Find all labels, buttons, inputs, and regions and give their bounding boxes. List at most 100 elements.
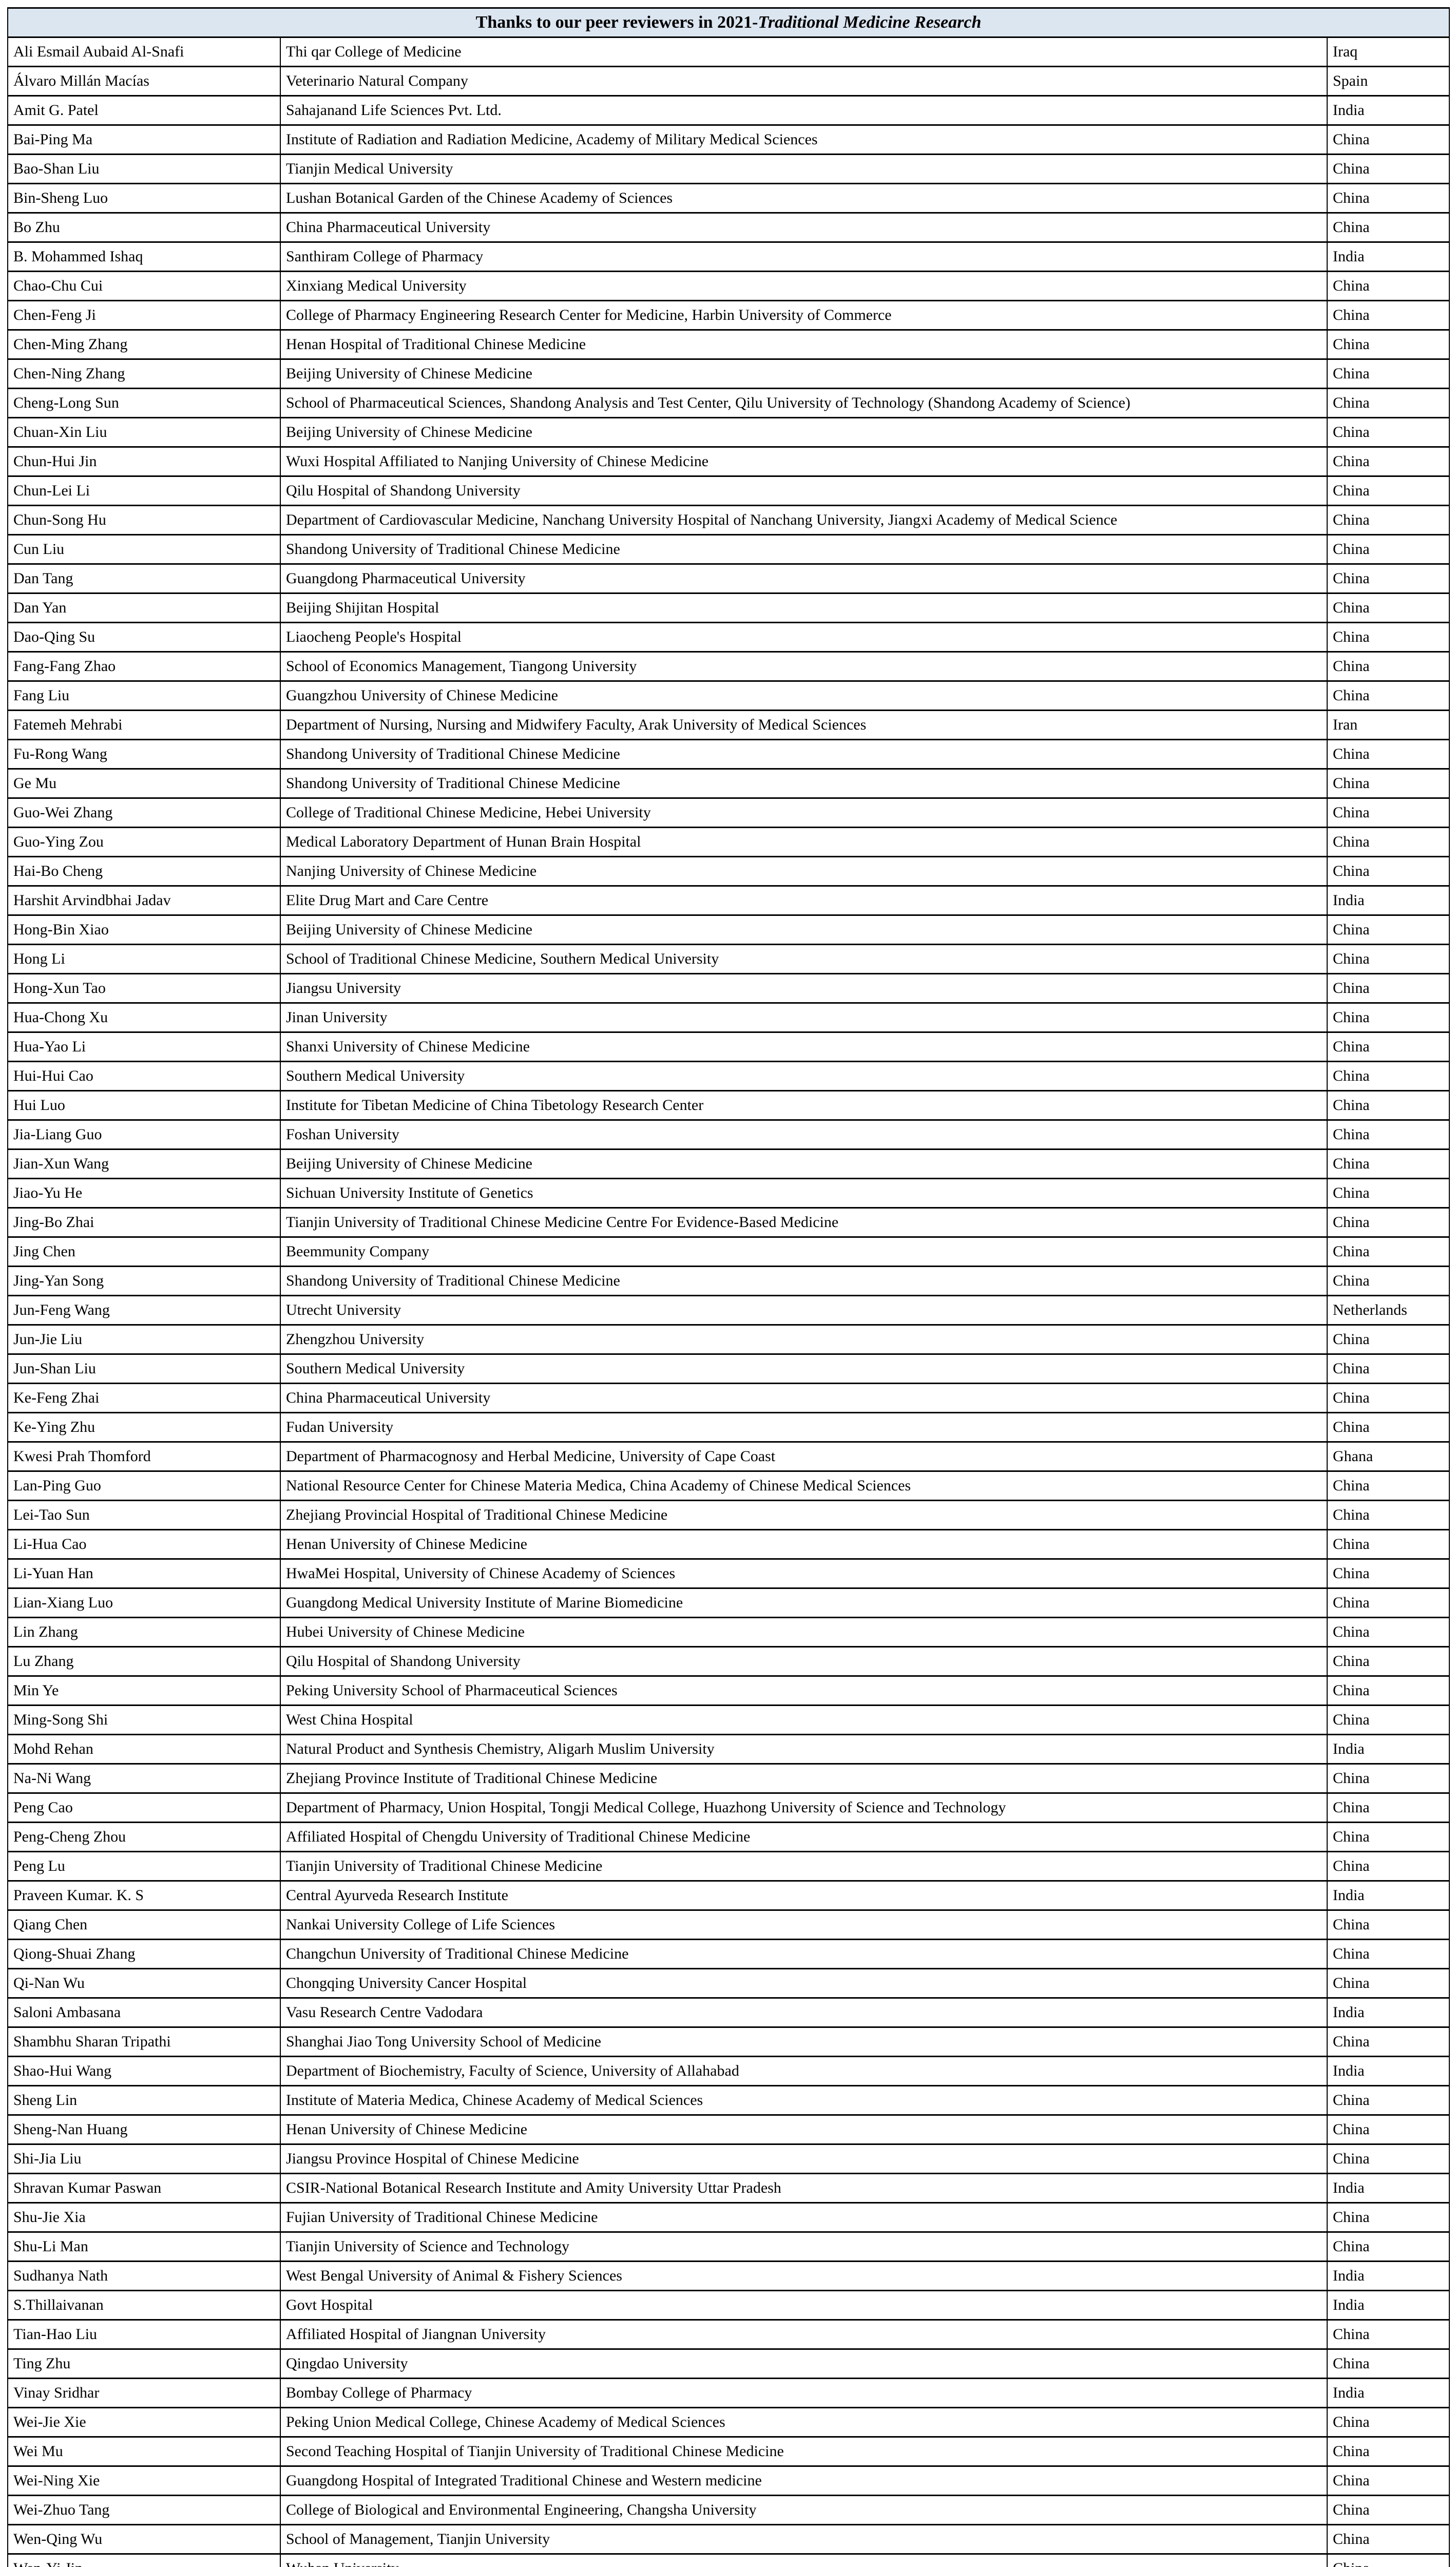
reviewer-name: Chuan-Xin Liu	[7, 417, 281, 448]
reviewer-institution: Nankai University College of Life Scienc…	[280, 1909, 1328, 1940]
reviewer-institution: Beijing University of Chinese Medicine	[280, 358, 1328, 389]
reviewer-institution: Shandong University of Traditional Chine…	[280, 534, 1328, 565]
table-row: Praveen Kumar. K. S Central Ayurveda Rese…	[7, 1880, 1450, 1911]
table-row: Chen-Ming Zhang Henan Hospital of Traditi…	[7, 329, 1450, 360]
reviewer-name: Chen-Feng Ji	[7, 300, 281, 331]
table-row: Hai-Bo Cheng Nanjing University of Chines…	[7, 856, 1450, 887]
table-row: Shi-Jia Liu Jiangsu Province Hospital of …	[7, 2143, 1450, 2174]
reviewer-name: Ge Mu	[7, 768, 281, 799]
reviewer-country: China	[1326, 914, 1450, 945]
reviewer-country: China	[1326, 1851, 1450, 1882]
reviewer-country: China	[1326, 2319, 1450, 2350]
reviewer-name: Saloni Ambasana	[7, 1997, 281, 2028]
reviewer-country: China	[1326, 124, 1450, 155]
table-row: Chun-Song Hu Department of Cardiovascular…	[7, 505, 1450, 535]
reviewer-name: Chun-Lei Li	[7, 475, 281, 506]
reviewer-institution: Hubei University of Chinese Medicine	[280, 1617, 1328, 1648]
reviewer-country: China	[1326, 1909, 1450, 1940]
reviewer-name: Ming-Song Shi	[7, 1704, 281, 1735]
reviewer-name: Qi-Nan Wu	[7, 1968, 281, 1999]
reviewer-name: Hong Li	[7, 944, 281, 974]
reviewer-country: China	[1326, 2436, 1450, 2467]
table-title-row: Thanks to our peer reviewers in 2021-Tra…	[7, 7, 1450, 38]
reviewer-institution: Zhengzhou University	[280, 1324, 1328, 1355]
reviewer-name: Wei-Zhuo Tang	[7, 2495, 281, 2525]
reviewer-name: Ke-Ying Zhu	[7, 1412, 281, 1443]
table-row: Qiang Chen Nankai University College of L…	[7, 1909, 1450, 1940]
reviewer-institution: School of Pharmaceutical Sciences, Shand…	[280, 388, 1328, 418]
reviewer-institution: Wuxi Hospital Affiliated to Nanjing Univ…	[280, 446, 1328, 477]
reviewer-institution: West China Hospital	[280, 1704, 1328, 1735]
reviewer-name: Cheng-Long Sun	[7, 388, 281, 418]
table-row: Jia-Liang Guo Foshan University China	[7, 1119, 1450, 1150]
table-row: Sheng-Nan Huang Henan University of Chine…	[7, 2114, 1450, 2145]
table-row: Sheng Lin Institute of Materia Medica, Ch…	[7, 2085, 1450, 2116]
reviewer-name: Jing-Yan Song	[7, 1266, 281, 1296]
reviewer-institution: China Pharmaceutical University	[280, 212, 1328, 243]
reviewer-country: China	[1326, 388, 1450, 418]
reviewer-name: Jiao-Yu He	[7, 1178, 281, 1209]
reviewer-institution: Guangdong Hospital of Integrated Traditi…	[280, 2465, 1328, 2496]
reviewer-institution: School of Economics Management, Tiangong…	[280, 651, 1328, 682]
reviewer-country: China	[1326, 446, 1450, 477]
reviewer-institution: Medical Laboratory Department of Hunan B…	[280, 827, 1328, 857]
reviewer-country: India	[1326, 2378, 1450, 2408]
reviewer-institution: Institute of Materia Medica, Chinese Aca…	[280, 2085, 1328, 2116]
reviewer-institution: Qingdao University	[280, 2348, 1328, 2379]
reviewer-table-body: Ali Esmail Aubaid Al-Snafi Thi qar Colleg…	[7, 36, 1450, 2567]
table-row: Amit G. Patel Sahajanand Life Sciences Pv…	[7, 95, 1450, 126]
table-row: Bao-Shan Liu Tianjin Medical University Ch…	[7, 154, 1450, 184]
reviewer-country: China	[1326, 1353, 1450, 1384]
reviewer-institution: Peking University School of Pharmaceutic…	[280, 1675, 1328, 1706]
table-row: Wen-Qing Wu School of Management, Tianjin…	[7, 2524, 1450, 2555]
reviewer-institution: Shanxi University of Chinese Medicine	[280, 1031, 1328, 1062]
table-row: Li-Hua Cao Henan University of Chinese Me…	[7, 1529, 1450, 1560]
reviewer-country: China	[1326, 2465, 1450, 2496]
reviewer-name: Lan-Ping Guo	[7, 1470, 281, 1501]
table-row: Hua-Yao Li Shanxi University of Chinese M…	[7, 1031, 1450, 1062]
reviewer-name: Sheng-Nan Huang	[7, 2114, 281, 2145]
reviewer-institution: Foshan University	[280, 1119, 1328, 1150]
reviewer-country: China	[1326, 505, 1450, 535]
table-row: S.Thillaivanan Govt Hospital India	[7, 2290, 1450, 2321]
reviewer-country: China	[1326, 358, 1450, 389]
reviewer-institution: Tianjin Medical University	[280, 154, 1328, 184]
reviewer-institution: Beemmunity Company	[280, 1236, 1328, 1267]
reviewer-name: Dan Tang	[7, 563, 281, 594]
reviewer-country: India	[1326, 2261, 1450, 2291]
reviewer-country: China	[1326, 1822, 1450, 1852]
reviewer-institution: Xinxiang Medical University	[280, 271, 1328, 301]
table-row: Ming-Song Shi West China Hospital China	[7, 1704, 1450, 1735]
reviewer-country: India	[1326, 1880, 1450, 1911]
table-row: Shao-Hui Wang Department of Biochemistry,…	[7, 2056, 1450, 2086]
reviewer-name: Jia-Liang Guo	[7, 1119, 281, 1150]
reviewer-name: Bo Zhu	[7, 212, 281, 243]
reviewer-name: Guo-Wei Zhang	[7, 797, 281, 828]
reviewer-name: Fatemeh Mehrabi	[7, 710, 281, 740]
reviewer-institution: Affiliated Hospital of Chengdu Universit…	[280, 1822, 1328, 1852]
reviewer-country: India	[1326, 2056, 1450, 2086]
reviewer-institution: Shanghai Jiao Tong University School of …	[280, 2026, 1328, 2057]
reviewer-institution: Beijing University of Chinese Medicine	[280, 914, 1328, 945]
reviewer-institution: Department of Nursing, Nursing and Midwi…	[280, 710, 1328, 740]
reviewer-country: Ghana	[1326, 1441, 1450, 1472]
reviewer-country: China	[1326, 329, 1450, 360]
reviewer-country: China	[1326, 2085, 1450, 2116]
reviewer-country: Iran	[1326, 710, 1450, 740]
reviewer-country: China	[1326, 183, 1450, 214]
reviewer-country: China	[1326, 1558, 1450, 1589]
table-row: Hui Luo Institute for Tibetan Medicine of…	[7, 1090, 1450, 1121]
table-row: Wei Mu Second Teaching Hospital of Tianji…	[7, 2436, 1450, 2467]
reviewer-name: Wei-Ning Xie	[7, 2465, 281, 2496]
table-row: Jun-Jie Liu Zhengzhou University China	[7, 1324, 1450, 1355]
table-row: Hua-Chong Xu Jinan University China	[7, 1002, 1450, 1033]
reviewer-country: China	[1326, 2143, 1450, 2174]
reviewer-name: Peng-Cheng Zhou	[7, 1822, 281, 1852]
table-row: B. Mohammed Ishaq Santhiram College of Ph…	[7, 241, 1450, 272]
table-row: Jun-Shan Liu Southern Medical University C…	[7, 1353, 1450, 1384]
reviewer-institution: Beijing Shijitan Hospital	[280, 592, 1328, 623]
reviewer-name: Praveen Kumar. K. S	[7, 1880, 281, 1911]
reviewer-institution: Jiangsu Province Hospital of Chinese Med…	[280, 2143, 1328, 2174]
reviewer-country: China	[1326, 1061, 1450, 1091]
